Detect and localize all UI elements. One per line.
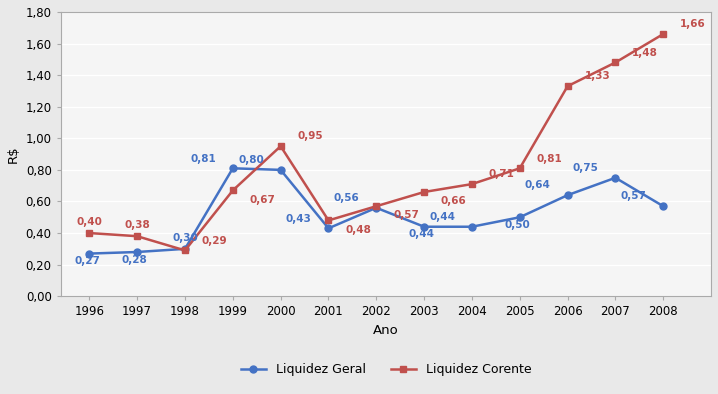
Liquidez Corente [85, 230, 93, 235]
Text: 0,80: 0,80 [238, 155, 264, 165]
Liquidez Corente [276, 144, 285, 149]
Line: Liquidez Corente: Liquidez Corente [86, 31, 667, 254]
X-axis label: Ano: Ano [373, 324, 398, 337]
Text: 0,71: 0,71 [489, 169, 515, 179]
Liquidez Corente [133, 234, 141, 239]
Text: 0,67: 0,67 [250, 195, 276, 204]
Text: 0,95: 0,95 [297, 132, 323, 141]
Text: 0,44: 0,44 [429, 212, 455, 222]
Text: 0,57: 0,57 [393, 210, 419, 220]
Liquidez Geral [324, 226, 332, 230]
Liquidez Corente [467, 182, 476, 186]
Liquidez Geral [85, 251, 93, 256]
Liquidez Geral [564, 193, 572, 197]
Liquidez Geral [611, 175, 620, 180]
Text: 0,48: 0,48 [345, 225, 371, 235]
Liquidez Corente [420, 190, 429, 194]
Text: 0,66: 0,66 [441, 196, 467, 206]
Liquidez Corente [372, 204, 381, 208]
Text: 1,66: 1,66 [680, 19, 706, 29]
Liquidez Geral [228, 166, 237, 171]
Text: 0,75: 0,75 [573, 163, 599, 173]
Liquidez Corente [659, 32, 668, 36]
Text: 0,56: 0,56 [334, 193, 360, 203]
Legend: Liquidez Geral, Liquidez Corente: Liquidez Geral, Liquidez Corente [236, 358, 536, 381]
Text: 0,27: 0,27 [74, 256, 100, 266]
Text: 0,44: 0,44 [409, 229, 434, 240]
Liquidez Geral [516, 215, 524, 219]
Liquidez Geral [133, 250, 141, 255]
Text: 0,50: 0,50 [505, 220, 531, 230]
Liquidez Corente [564, 84, 572, 89]
Liquidez Corente [324, 218, 332, 223]
Liquidez Geral [276, 167, 285, 172]
Text: 0,57: 0,57 [620, 191, 646, 201]
Liquidez Corente [181, 248, 190, 253]
Liquidez Geral [659, 204, 668, 208]
Text: 1,33: 1,33 [584, 71, 610, 82]
Text: 0,28: 0,28 [122, 255, 148, 265]
Liquidez Corente [611, 60, 620, 65]
Liquidez Geral [181, 247, 190, 251]
Liquidez Geral [420, 224, 429, 229]
Liquidez Corente [516, 166, 524, 171]
Text: 0,40: 0,40 [76, 217, 102, 227]
Text: 0,38: 0,38 [124, 220, 150, 230]
Line: Liquidez Geral: Liquidez Geral [86, 165, 667, 257]
Liquidez Geral [467, 224, 476, 229]
Text: 0,81: 0,81 [536, 154, 562, 164]
Y-axis label: R$: R$ [7, 145, 20, 163]
Liquidez Corente [228, 188, 237, 193]
Text: 0,81: 0,81 [190, 154, 216, 164]
Text: 0,64: 0,64 [525, 180, 551, 190]
Text: 0,30: 0,30 [172, 232, 198, 243]
Text: 1,48: 1,48 [632, 48, 658, 58]
Text: 0,43: 0,43 [286, 214, 312, 223]
Text: 0,29: 0,29 [202, 236, 228, 246]
Liquidez Geral [372, 205, 381, 210]
